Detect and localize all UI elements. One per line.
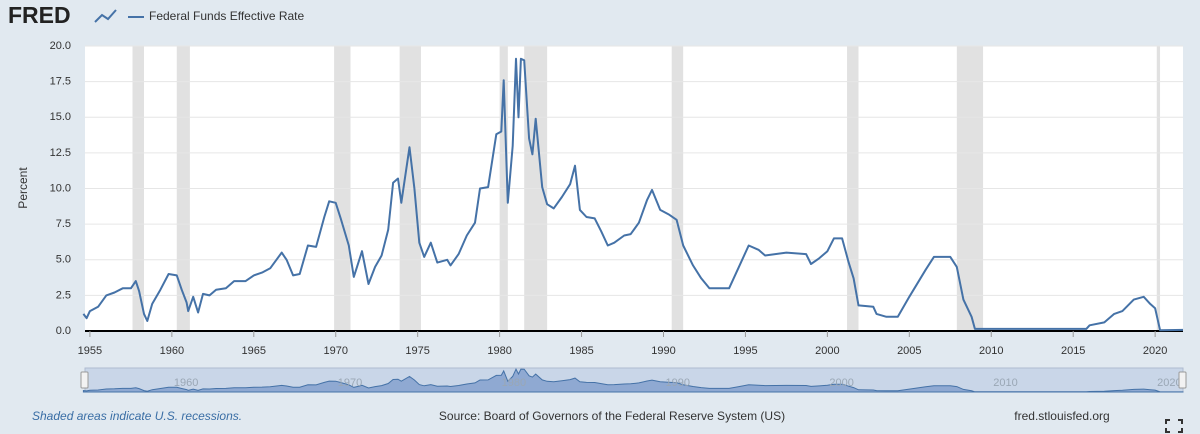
navigator-area bbox=[82, 367, 1184, 393]
navigator-label: 2010 bbox=[993, 377, 1017, 389]
recession-note[interactable]: Shaded areas indicate U.S. recessions. bbox=[32, 409, 242, 423]
legend-label: Federal Funds Effective Rate bbox=[149, 9, 305, 23]
navigator-handle-right[interactable] bbox=[1178, 371, 1187, 389]
navigator-handle-left[interactable] bbox=[80, 371, 89, 389]
fullscreen-glyph[interactable] bbox=[1165, 419, 1183, 433]
x-tick-label: 2000 bbox=[815, 345, 839, 357]
x-tick-label: 2005 bbox=[897, 345, 921, 357]
navigator-label: 1980 bbox=[502, 377, 526, 389]
navigator-label: 2020 bbox=[1157, 377, 1181, 389]
x-tick-label: 1955 bbox=[78, 345, 102, 357]
y-tick-label: 2.5 bbox=[56, 289, 71, 301]
x-tick-label: 1980 bbox=[487, 345, 511, 357]
x-tick-label: 1960 bbox=[160, 345, 184, 357]
x-tick-label: 1995 bbox=[733, 345, 757, 357]
y-tick-label: 17.5 bbox=[50, 76, 71, 88]
x-tick-label: 1975 bbox=[405, 345, 429, 357]
x-tick-label: 1985 bbox=[569, 345, 593, 357]
navigator-label: 1990 bbox=[665, 377, 689, 389]
x-tick-label: 2015 bbox=[1061, 345, 1085, 357]
data-line bbox=[82, 57, 1184, 332]
y-tick-label: 10.0 bbox=[50, 182, 71, 194]
navigator-label: 2000 bbox=[829, 377, 853, 389]
y-axis-label: Percent bbox=[16, 167, 30, 209]
y-tick-label: 0.0 bbox=[56, 325, 71, 337]
logo: FRED bbox=[8, 2, 71, 28]
x-tick-label: 1965 bbox=[242, 345, 266, 357]
y-tick-label: 7.5 bbox=[56, 218, 71, 230]
x-tick-label: 1970 bbox=[323, 345, 347, 357]
fullscreen-icon[interactable] bbox=[1165, 419, 1183, 433]
y-tick-label: 5.0 bbox=[56, 254, 71, 266]
site-link[interactable]: fred.stlouisfed.org bbox=[1014, 409, 1109, 423]
navigator-label: 1960 bbox=[174, 377, 198, 389]
x-tick-label: 2010 bbox=[979, 345, 1003, 357]
y-tick-label: 15.0 bbox=[50, 111, 71, 123]
x-tick-label: 1990 bbox=[651, 345, 675, 357]
logo-icon bbox=[94, 9, 117, 23]
y-tick-label: 20.0 bbox=[50, 40, 71, 52]
x-tick-label: 2020 bbox=[1143, 345, 1167, 357]
source: Source: Board of Governors of the Federa… bbox=[439, 409, 785, 423]
y-tick-label: 12.5 bbox=[50, 147, 71, 159]
navigator-label: 1970 bbox=[338, 377, 362, 389]
